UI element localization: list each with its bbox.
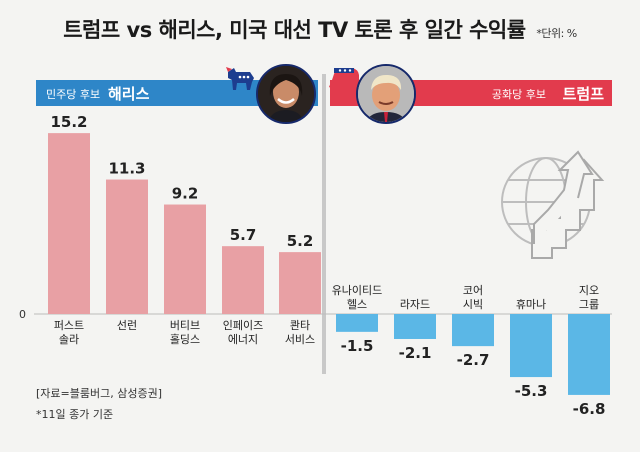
title-text: 트럼프 vs 해리스, 미국 대선 TV 토론 후 일간 수익률 bbox=[63, 18, 526, 42]
bar-2 bbox=[164, 204, 206, 314]
value-label-5: -1.5 bbox=[341, 337, 374, 355]
value-label-8: -5.3 bbox=[515, 382, 548, 400]
value-label-0: 15.2 bbox=[50, 113, 87, 131]
donkey-icon bbox=[226, 67, 254, 90]
globe-arrow-icon bbox=[501, 150, 605, 259]
bar-5 bbox=[336, 314, 378, 332]
category-label-8: 휴마나 bbox=[516, 298, 546, 311]
bar-7 bbox=[452, 314, 494, 347]
note-label: *11일 종가 기준 bbox=[36, 408, 114, 421]
value-label-9: -6.8 bbox=[573, 400, 606, 418]
bar-6 bbox=[394, 314, 436, 339]
category-label-5: 유나이티드 헬스 bbox=[332, 284, 383, 311]
bar-1 bbox=[106, 179, 148, 314]
category-label-3: 인페이즈 에너지 bbox=[223, 319, 263, 346]
category-label-2: 버티브 홀딩스 bbox=[170, 319, 200, 346]
elephant-icon bbox=[329, 68, 359, 90]
bar-8 bbox=[510, 314, 552, 378]
source-label: [자료=블룸버그, 삼성증권] bbox=[36, 387, 162, 400]
category-label-9: 지오 그룹 bbox=[579, 284, 599, 311]
value-label-6: -2.1 bbox=[399, 344, 432, 362]
value-label-4: 5.2 bbox=[287, 232, 314, 250]
unit-label: *단위: % bbox=[536, 27, 577, 40]
bar-9 bbox=[568, 314, 610, 395]
zero-tick-label: 0 bbox=[19, 308, 26, 321]
category-label-4: 콴타 서비스 bbox=[285, 319, 315, 346]
category-label-6: 라자드 bbox=[400, 298, 430, 311]
category-label-0: 퍼스트 솔라 bbox=[54, 319, 84, 346]
harris-party-label: 민주당 후보 bbox=[46, 88, 101, 101]
center-divider bbox=[322, 74, 326, 374]
bar-3 bbox=[222, 246, 264, 314]
harris-name-label: 해리스 bbox=[108, 85, 150, 103]
bar-0 bbox=[48, 133, 90, 314]
category-label-1: 선런 bbox=[117, 319, 137, 332]
category-label-7: 코어 시빅 bbox=[463, 284, 483, 311]
bar-4 bbox=[279, 252, 321, 314]
value-label-3: 5.7 bbox=[230, 226, 257, 244]
trump-party-label: 공화당 후보 bbox=[491, 88, 546, 101]
value-label-7: -2.7 bbox=[457, 351, 490, 369]
value-label-1: 11.3 bbox=[108, 160, 145, 178]
chart-title: 트럼프 vs 해리스, 미국 대선 TV 토론 후 일간 수익률 *단위: % bbox=[0, 14, 640, 44]
trump-portrait bbox=[356, 64, 416, 124]
harris-portrait bbox=[256, 64, 316, 124]
trump-name-label: 트럼프 bbox=[562, 85, 604, 103]
value-label-2: 9.2 bbox=[172, 185, 199, 203]
